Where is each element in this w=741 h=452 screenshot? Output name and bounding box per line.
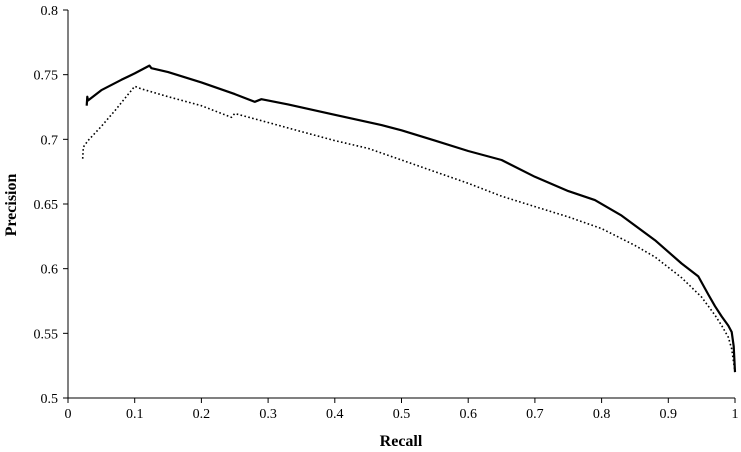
x-tick-label: 0.7 — [526, 407, 544, 422]
x-tick-label: 0.2 — [193, 407, 211, 422]
y-tick-label: 0.5 — [41, 392, 59, 407]
x-tick-label: 0.1 — [126, 407, 144, 422]
x-tick-label: 0.5 — [393, 407, 411, 422]
series-layer — [81, 64, 737, 373]
series-line-2 — [81, 85, 736, 373]
y-tick-label: 0.6 — [41, 263, 59, 278]
x-tick-label: 0 — [65, 407, 72, 422]
y-tick-label: 0.55 — [34, 327, 59, 342]
y-tick-label: 0.8 — [41, 4, 59, 19]
y-tick-label: 0.65 — [34, 198, 59, 213]
x-tick-label: 0.3 — [259, 407, 277, 422]
x-tick-label: 1 — [732, 407, 739, 422]
y-tick-label: 0.75 — [34, 69, 59, 84]
y-tick-label: 0.7 — [41, 133, 59, 148]
x-axis-title: Recall — [380, 433, 423, 450]
series-line-1 — [85, 64, 737, 373]
x-tick-label: 0.8 — [593, 407, 611, 422]
x-tick-label: 0.6 — [459, 407, 477, 422]
x-tick-label: 0.4 — [326, 407, 344, 422]
y-axis-title: Precision — [3, 174, 20, 237]
axes: 0.5 0.55 0.6 0.65 0.7 0.75 0.8 0 0.1 0.2 0.3 0.4 0.5… — [34, 4, 739, 422]
x-tick-label: 0.9 — [660, 407, 678, 422]
